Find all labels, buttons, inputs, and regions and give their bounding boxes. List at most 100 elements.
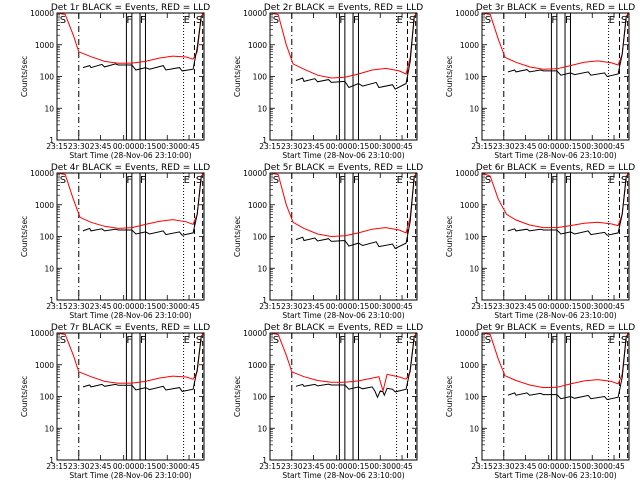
- y-tick-label: 1000: [460, 361, 479, 370]
- marker-label: F: [140, 175, 146, 186]
- x-tick-label: 23:15: [46, 462, 68, 471]
- marker-label: F: [565, 175, 571, 186]
- x-tick-label: 00:30: [156, 302, 178, 311]
- x-tick-label: 00:45: [178, 462, 200, 471]
- x-tick-label: 23:15: [471, 142, 493, 151]
- marker-label: S: [621, 15, 627, 26]
- marker-label: S: [196, 335, 202, 346]
- x-tick-label: 00:00: [113, 302, 135, 311]
- x-tick-label: 23:15: [471, 462, 493, 471]
- y-tick-label: 10: [469, 264, 479, 273]
- x-axis-label: Start Time (28-Nov-06 23:10:00): [282, 151, 404, 160]
- y-tick-label: 100: [465, 73, 480, 82]
- x-tick-label: 00:30: [156, 142, 178, 151]
- lld-rate-line: [481, 332, 630, 389]
- y-tick-label: 10000: [455, 9, 479, 18]
- event-rate-line: [82, 336, 202, 392]
- x-tick-label: 23:30: [493, 302, 515, 311]
- x-tick-label: 00:00: [538, 142, 560, 151]
- y-tick-label: 10: [469, 104, 479, 113]
- x-tick-label: 00:45: [391, 462, 413, 471]
- marker-label: S: [485, 15, 491, 26]
- x-tick-label: 00:30: [156, 462, 178, 471]
- y-tick-label: 100: [465, 393, 480, 402]
- detector-panel-8: Det 8r BLACK = Events, RED = LLD 1 10 100 10…: [233, 323, 423, 480]
- x-tick-label: 00:00: [326, 142, 348, 151]
- y-tick-label: 100: [40, 73, 55, 82]
- x-tick-label: 00:45: [178, 142, 200, 151]
- x-tick-label: 00:00: [538, 462, 560, 471]
- y-axis-label: Counts/sec: [20, 56, 29, 97]
- x-axis-label: Start Time (28-Nov-06 23:10:00): [494, 311, 616, 320]
- x-tick-label: 00:45: [603, 462, 625, 471]
- x-axis-label: Start Time (28-Nov-06 23:10:00): [282, 471, 404, 480]
- marker-label: S: [196, 175, 202, 186]
- marker-label: F: [126, 175, 132, 186]
- x-tick-label: 00:00: [538, 302, 560, 311]
- x-tick-label: 00:15: [560, 302, 582, 311]
- marker-label: F: [126, 335, 132, 346]
- x-tick-label: 23:30: [68, 462, 90, 471]
- y-tick-label: 10000: [455, 169, 479, 178]
- y-axis-label: Counts/sec: [233, 56, 242, 97]
- x-axis-label: Start Time (28-Nov-06 23:10:00): [494, 471, 616, 480]
- y-tick-label: 1: [474, 296, 479, 305]
- marker-label: F: [140, 15, 146, 26]
- x-tick-label: 00:15: [348, 302, 370, 311]
- y-axis-label: Counts/sec: [445, 216, 454, 257]
- panel-title: Det 6r BLACK = Events, RED = LLD: [476, 163, 635, 173]
- lld-rate-line: [481, 12, 630, 70]
- x-tick-label: 23:45: [303, 462, 325, 471]
- event-rate-line: [507, 16, 627, 78]
- marker-label: S: [273, 335, 279, 346]
- x-tick-label: 00:30: [581, 302, 603, 311]
- y-tick-label: 1: [49, 296, 54, 305]
- marker-label: S: [409, 335, 415, 346]
- marker-label: F: [339, 175, 345, 186]
- y-tick-label: 1000: [248, 201, 267, 210]
- marker-label: F: [339, 335, 345, 346]
- plot-frame: [481, 12, 630, 141]
- lld-rate-line: [56, 332, 205, 384]
- detector-panel-1: Det 1r BLACK = Events, RED = LLD 1 10 100 10…: [20, 3, 210, 160]
- y-axis-label: Counts/sec: [20, 376, 29, 417]
- y-tick-label: 10000: [243, 329, 267, 338]
- marker-label: F: [140, 335, 146, 346]
- x-tick-label: 00:30: [369, 142, 391, 151]
- y-tick-label: 1: [49, 136, 54, 145]
- marker-label: S: [196, 15, 202, 26]
- panel-title: Det 9r BLACK = Events, RED = LLD: [476, 323, 635, 333]
- marker-label: S: [60, 335, 66, 346]
- panel-title: Det 3r BLACK = Events, RED = LLD: [476, 3, 635, 13]
- x-tick-label: 23:15: [46, 142, 68, 151]
- panel-title: Det 5r BLACK = Events, RED = LLD: [264, 163, 423, 173]
- x-axis-label: Start Time (28-Nov-06 23:10:00): [69, 311, 191, 320]
- panel-title: Det 4r BLACK = Events, RED = LLD: [51, 163, 210, 173]
- y-tick-label: 1: [262, 456, 267, 465]
- x-tick-label: 00:15: [560, 142, 582, 151]
- x-tick-label: 23:45: [90, 462, 112, 471]
- x-tick-label: 00:15: [348, 142, 370, 151]
- y-tick-label: 1: [474, 136, 479, 145]
- y-tick-label: 1: [474, 456, 479, 465]
- marker-label: S: [60, 15, 66, 26]
- marker-label: E: [397, 335, 403, 346]
- panel-title: Det 2r BLACK = Events, RED = LLD: [264, 3, 423, 13]
- x-tick-label: 23:45: [90, 302, 112, 311]
- detector-panel-9: Det 9r BLACK = Events, RED = LLD 1 10 100 10…: [445, 323, 635, 480]
- x-tick-label: 23:45: [515, 142, 537, 151]
- x-tick-label: 00:30: [369, 302, 391, 311]
- marker-label: E: [397, 15, 403, 26]
- y-axis-label: Counts/sec: [233, 376, 242, 417]
- y-tick-label: 10: [44, 104, 54, 113]
- marker-label: S: [409, 175, 415, 186]
- panel-title: Det 8r BLACK = Events, RED = LLD: [264, 323, 423, 333]
- event-rate-line: [507, 176, 627, 236]
- x-tick-label: 00:30: [581, 142, 603, 151]
- plot-frame: [269, 12, 418, 141]
- marker-label: E: [184, 175, 190, 186]
- x-tick-label: 23:30: [281, 302, 303, 311]
- y-axis-label: Counts/sec: [445, 376, 454, 417]
- x-tick-label: 23:30: [493, 142, 515, 151]
- marker-label: S: [273, 15, 279, 26]
